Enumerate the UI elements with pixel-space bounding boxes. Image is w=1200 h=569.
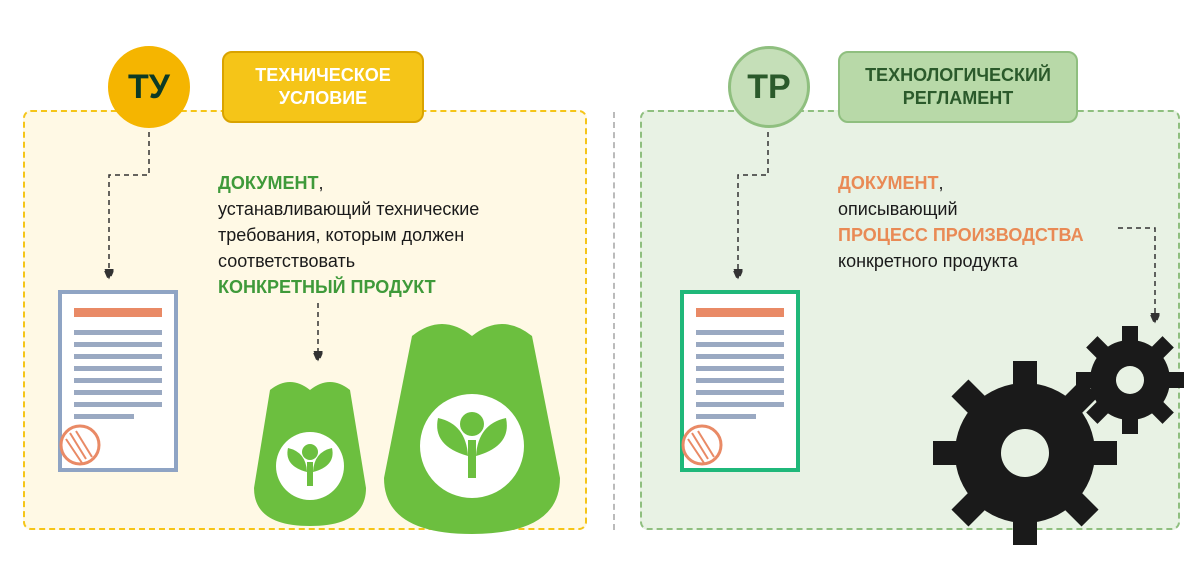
gears-icon — [920, 318, 1190, 548]
document-icon-right — [680, 290, 808, 485]
